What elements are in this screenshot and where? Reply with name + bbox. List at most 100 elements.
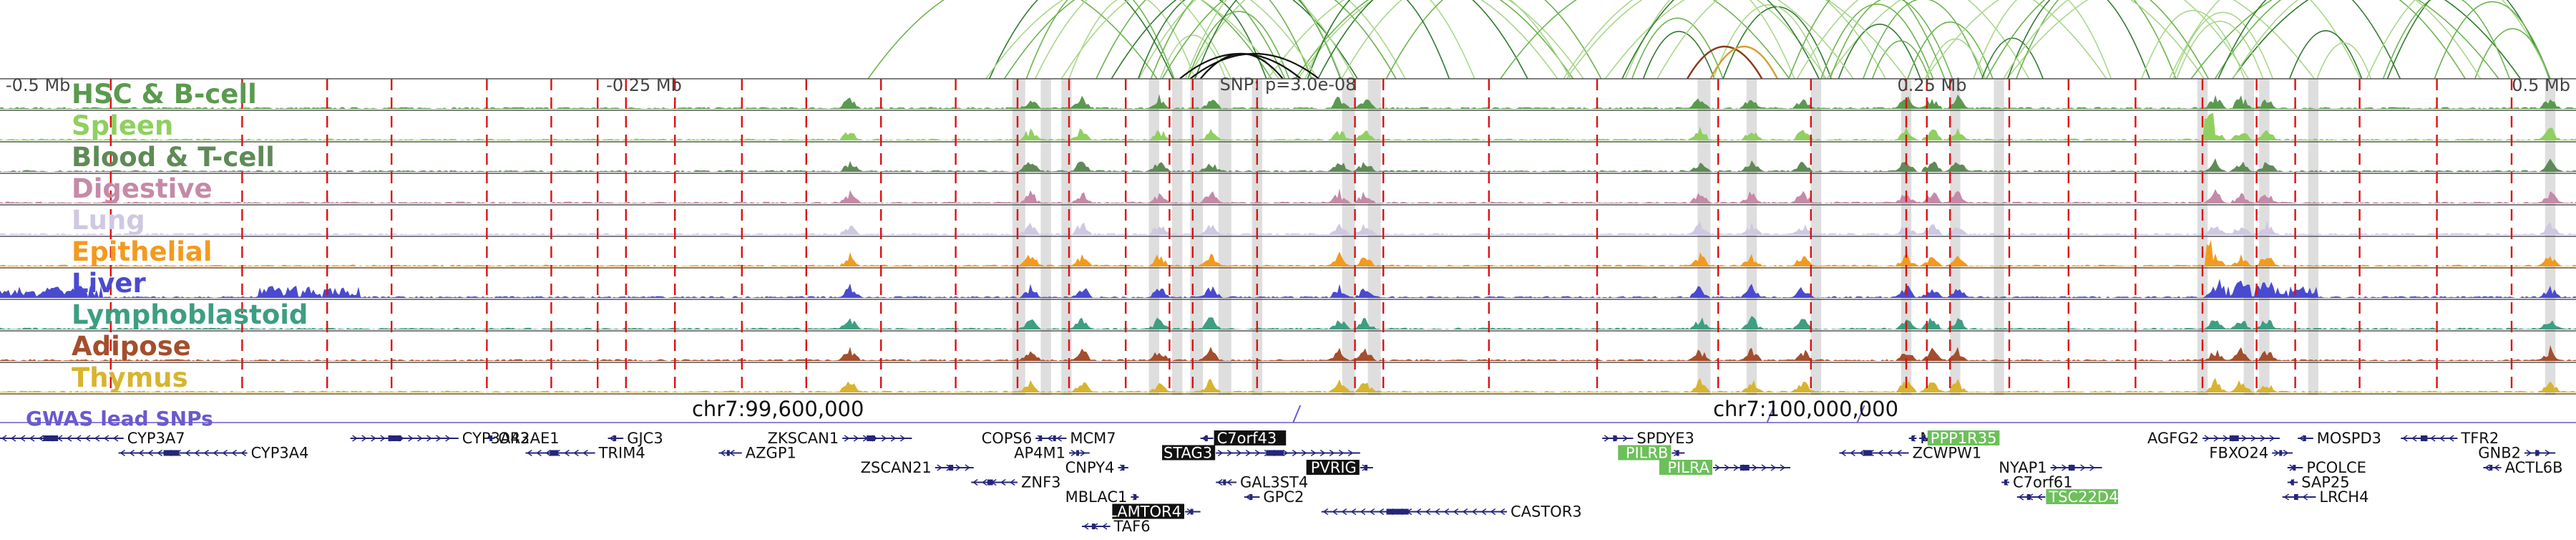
signal-track: [0, 344, 2576, 361]
gene-arrow: [1056, 435, 1062, 442]
gene-label: LRCH4: [2319, 488, 2368, 506]
gene-arrow: [1378, 508, 1385, 516]
gene-arrow: [2273, 449, 2280, 457]
track-label: Lung: [72, 205, 145, 236]
gene-arrow: [389, 435, 395, 442]
interaction-arc: [2003, 0, 2249, 79]
gene-label-highlight: [1112, 503, 1184, 519]
gene-exon: [1863, 450, 1873, 456]
highlight-band: [1950, 79, 1961, 395]
gene-arrow: [1120, 464, 1126, 471]
snp-label: SNP: p=3.0e-08: [1220, 74, 1357, 95]
gene-label: TAF6: [1113, 518, 1151, 535]
gene-arrow: [2484, 464, 2490, 471]
interaction-arc: [1297, 0, 1584, 79]
gene-exon: [2279, 450, 2283, 456]
interaction-arc: [1267, 0, 1558, 79]
interaction-arc: [1981, 37, 2044, 79]
gene-exon: [2068, 465, 2075, 471]
gene-label: ACTL6B: [2505, 459, 2563, 476]
gene-arrow: [166, 449, 172, 457]
gene-arrow: [47, 435, 54, 442]
gene-arrow: [1009, 478, 1015, 486]
signal-track: [0, 240, 2576, 266]
gene-arrow: [1415, 508, 1422, 516]
gene-arrow: [1360, 508, 1366, 516]
gene-arrow: [1742, 464, 1749, 471]
gene-arrow: [1264, 449, 1270, 457]
gene-arrow: [203, 449, 209, 457]
gene-arrow: [194, 449, 200, 457]
gene-label-highlight: [1214, 430, 1287, 445]
gene-arrow: [582, 449, 588, 457]
interaction-arc: [1712, 4, 1825, 79]
gene-arrow: [844, 435, 850, 442]
gene-arrow: [2027, 493, 2034, 501]
gene-label: NYAP1: [1999, 459, 2046, 476]
gene-arrow: [112, 435, 119, 442]
interaction-arc: [2218, 0, 2401, 79]
gene-exon: [867, 435, 875, 441]
gene-arrow: [1397, 508, 1403, 516]
gene-exon: [1266, 450, 1284, 456]
gene-exon: [1133, 494, 1137, 500]
offset-label: 0.25 Mb: [1897, 75, 1966, 95]
gene-arrow: [1083, 523, 1089, 530]
gene-label: COPS6: [982, 430, 1033, 447]
interaction-arc: [1986, 0, 2210, 79]
gene-exon: [550, 450, 559, 456]
gene-arrow: [75, 435, 82, 442]
gene-arrow: [899, 435, 906, 442]
interaction-arc: [2176, 21, 2264, 79]
highlight-band: [1697, 79, 1711, 395]
gene-label: ZSCAN21: [861, 459, 932, 476]
interaction-arc: [1566, 0, 1854, 79]
gene-arrow: [862, 435, 869, 442]
gwas-snp-marker: [1856, 405, 1865, 423]
interaction-arc: [1604, 0, 1907, 79]
gene-exon: [1053, 435, 1056, 441]
signal-track: [0, 188, 2576, 203]
interaction-arc: [1068, 0, 1196, 79]
interaction-arc: [2214, 0, 2466, 79]
interaction-arc: [2168, 0, 2361, 79]
gene-label: SPDYE3: [1636, 430, 1694, 447]
gene-arrow: [1226, 478, 1232, 486]
gene-arrow: [536, 449, 542, 457]
highlight-band: [1746, 79, 1757, 395]
gene-arrow: [1092, 523, 1098, 530]
highlight-band: [1810, 79, 1822, 395]
gene-label-highlight: [1618, 445, 1672, 461]
gene-arrow: [417, 435, 423, 442]
gene-exon: [2303, 435, 2306, 441]
track-label: Spleen: [72, 110, 173, 141]
gene-arrow: [2401, 435, 2408, 442]
gene-exon: [2535, 450, 2540, 456]
highlight-band: [1148, 79, 1159, 395]
gene-label: MOSPD3: [2317, 430, 2381, 447]
gene-arrow: [564, 449, 570, 457]
gene-exon: [1921, 435, 1925, 441]
gene-exon: [2293, 494, 2298, 500]
gene-label: PILRA: [1667, 459, 1709, 476]
interaction-arc: [1138, 0, 1355, 79]
gene-label: FBXO24: [2209, 445, 2268, 462]
offset-label: 0.5 Mb: [2512, 75, 2570, 95]
gene-arrow: [2269, 435, 2275, 442]
gene-arrow: [2411, 435, 2417, 442]
gene-arrow: [2494, 464, 2499, 471]
gene-arrow: [890, 435, 897, 442]
gene-arrow: [2420, 435, 2426, 442]
gene-arrow: [2018, 493, 2024, 501]
highlight-band: [1367, 79, 1381, 395]
gene-label: PILRB: [1626, 445, 1669, 462]
gene-arrow: [1910, 435, 1916, 442]
gene-arrow: [2298, 435, 2305, 442]
gene-label: GAL3ST4: [1240, 474, 1308, 491]
track-separators: [0, 78, 2576, 395]
gene-arrow: [573, 449, 579, 457]
interaction-arc: [2006, 0, 2315, 79]
track-label: Blood & T-cell: [72, 142, 275, 173]
